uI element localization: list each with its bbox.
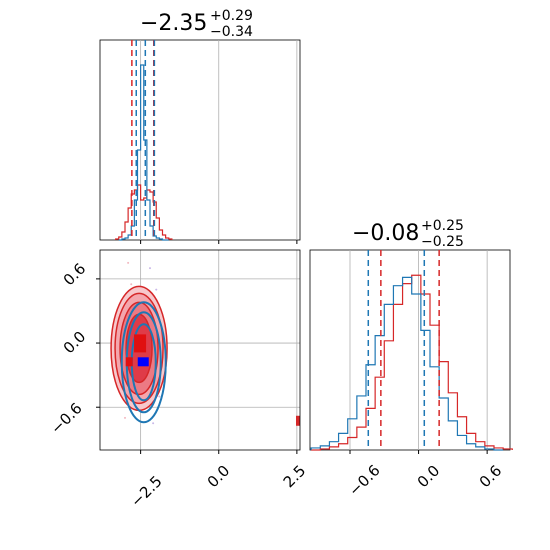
hist-y-frame (309, 249, 511, 451)
contour-red-marker (125, 357, 133, 367)
x-tick-label-right-2: 0.6 (476, 462, 506, 492)
x-tick-label-left-0: −2.5 (127, 472, 165, 510)
contour-frame (99, 249, 301, 451)
hist-x-title-plus: +0.29 (210, 8, 253, 24)
contour-edge-marker (296, 415, 300, 426)
x-tick-label-right-1: 0.0 (414, 462, 444, 492)
hist-y-title-minus: −0.25 (421, 234, 464, 250)
contour-red-peak (134, 334, 147, 353)
hist-x-title: −2.35 +0.29 −0.34 (140, 8, 253, 40)
y-tick-label-1: 0.0 (60, 328, 90, 358)
contour-point-7 (158, 395, 161, 398)
contour-blue-peak (137, 357, 149, 367)
hist-x-frame (99, 39, 301, 241)
hist-x-title-value: −2.35 (140, 11, 207, 36)
hist-x-grid (140, 40, 298, 240)
hist-x-quantiles (131, 40, 156, 240)
hist-y-blue-series (310, 276, 504, 451)
hist-y-series (310, 274, 513, 451)
x-tick-label-right-0: −0.6 (345, 461, 383, 499)
contour-point-0 (127, 261, 130, 264)
hist-y-panel: −0.08 +0.25 −0.25 (309, 218, 513, 451)
hist-x-series (115, 64, 173, 241)
contour-point-5 (155, 288, 158, 291)
contour-grid (100, 250, 300, 450)
contour-panel (99, 249, 301, 451)
contour-point-2 (124, 416, 126, 419)
hist-x-panel: −2.35 +0.29 −0.34 (99, 8, 301, 241)
hist-x-title-minus: −0.34 (210, 24, 253, 40)
x-tick-label-left-2: 2.5 (280, 462, 310, 492)
hist-y-grid (349, 250, 488, 450)
contour-point-1 (149, 267, 151, 270)
hist-x-red-series (115, 184, 173, 240)
y-tick-label-0: 0.6 (60, 260, 90, 290)
contour-series (110, 261, 300, 426)
hist-y-quantiles (367, 250, 440, 450)
hist-y-title-value: −0.08 (352, 221, 419, 246)
hist-y-title: −0.08 +0.25 −0.25 (352, 218, 464, 250)
y-tick-label-2: −0.6 (47, 399, 85, 437)
x-tick-label-left-1: 0.0 (204, 462, 234, 492)
contour-blue-level-0 (120, 301, 167, 424)
contour-point-3 (152, 422, 155, 425)
contour-point-4 (130, 283, 133, 286)
hist-y-red-series (311, 274, 513, 451)
hist-y-title-plus: +0.25 (421, 218, 464, 234)
hist-x-blue-series (118, 64, 169, 241)
